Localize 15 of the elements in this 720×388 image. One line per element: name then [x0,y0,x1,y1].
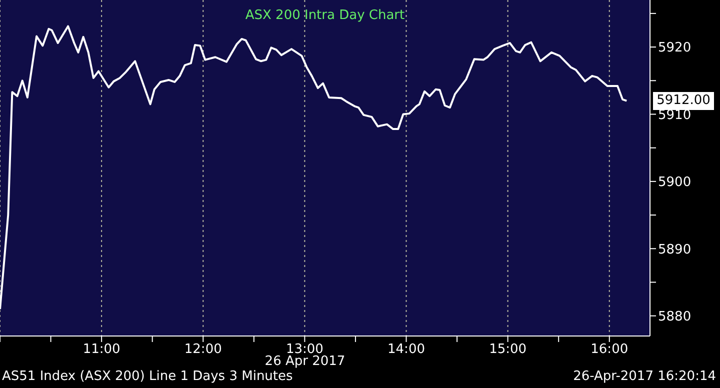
x-tick-label: 12:00 [184,342,222,358]
y-tick-label: 5900 [658,175,692,190]
text: ASX 200 Intra Day Chart [244,8,406,23]
x-tick-label: 16:00 [590,342,628,358]
x-tick-label: 11:00 [82,342,120,358]
y-tick-label: 5920 [658,40,692,56]
x-tick-label: 15:00 [489,342,527,358]
line-series [0,25,628,310]
text: 26-Apr-2017 16:20:14 [573,369,716,384]
x-tick-label: 14:00 [388,342,425,358]
x-axis-title: 26 Apr 2017 [264,354,346,369]
text: AS51 Index (ASX 200) Line 1 Days 3 Minutes [2,369,293,384]
y-tick-label: 5890 [658,242,692,258]
y-tick-label: 5880 [658,309,692,324]
annotation: 5912.00 [652,92,714,110]
